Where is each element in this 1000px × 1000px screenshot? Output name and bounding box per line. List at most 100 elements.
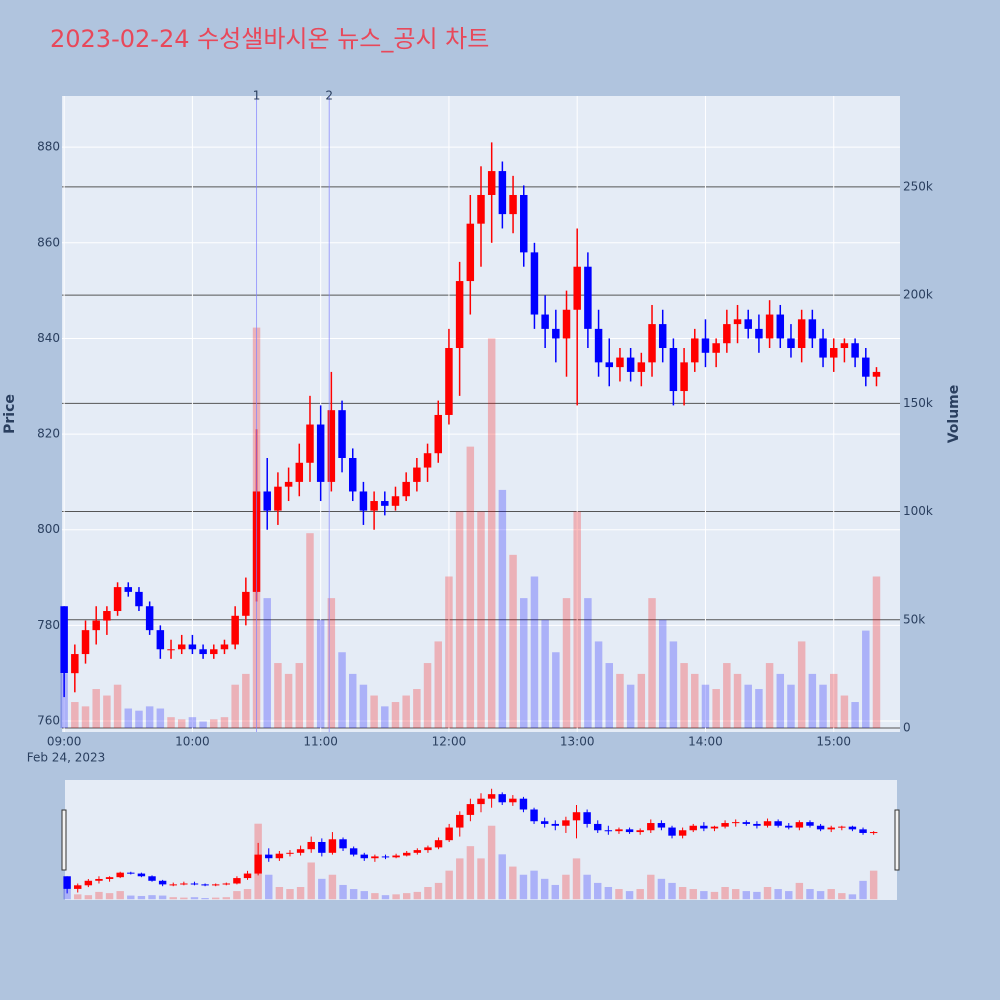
volume-bar [243,889,252,900]
candle-body [158,880,167,885]
candle-body [211,884,220,886]
candle-body [840,343,849,349]
volume-bar [74,894,82,900]
candle-body [625,829,634,833]
y2-tick-label: 50k [903,612,925,626]
candle-body [774,821,782,826]
volume-bar [487,338,496,728]
candle-body [466,804,475,815]
candle-body [423,453,432,468]
y2-axis-title: Volume [946,385,962,444]
volume-bar [765,663,774,728]
candle-body [274,486,282,511]
candle-body [487,171,496,195]
candle-body [477,194,485,224]
volume-bar [838,893,846,900]
volume-bar [636,889,644,900]
volume-bar [445,576,453,728]
y-axis-title: Price [2,394,18,434]
volume-bar [392,894,400,900]
volume-bar [795,882,804,900]
volume-bar [625,891,634,900]
volume-bar [231,684,239,728]
candle-body [594,823,602,831]
candle-body [509,798,517,803]
volume-bar [220,717,229,728]
candle-body [862,357,870,377]
volume-bar [742,891,751,900]
candle-body [169,884,177,886]
candle-body [869,832,878,834]
volume-bar [616,673,624,728]
candle-body [116,872,124,878]
candle-body [816,825,825,830]
y-tick-label: 780 [37,618,60,632]
volume-bar [105,893,114,900]
volume-bar [92,689,100,728]
volume-bar [424,886,432,900]
volume-bar [520,598,528,728]
volume-bar [113,684,122,728]
y2-tick-label: 100k [903,504,933,518]
candle-body [199,649,207,655]
volume-bar [434,882,443,900]
volume-bar [827,889,835,900]
volume-bar [477,511,485,728]
candle-body [349,848,358,855]
volume-bar [700,891,708,900]
candle-body [135,591,143,607]
volume-bar [295,663,304,728]
candle-body [295,462,304,482]
candle-body [95,878,103,881]
candle-body [286,852,294,854]
candle-body [381,856,390,858]
volume-bar [156,708,165,728]
volume-bar [540,878,549,900]
volume-bar [733,673,742,728]
candle-body [254,854,262,874]
candle-body [167,649,175,651]
y-tick-label: 840 [37,331,60,345]
volume-bar [668,882,676,900]
candle-body [477,798,485,805]
candle-body [615,829,623,832]
candle-body [413,850,422,853]
volume-bar [274,663,282,728]
candle-body [678,830,687,836]
volume-bar [584,598,592,728]
volume-bar [327,598,336,728]
chart-title: 2023-02-24 수성샐바시온 뉴스_공시 차트 [50,25,489,53]
candle-body [307,841,315,850]
volume-bar [763,886,772,900]
candle-body [127,872,135,874]
candle-body [328,839,337,853]
candle-body [137,873,146,877]
slider-handle[interactable] [61,809,67,871]
candle-body [180,883,188,885]
volume-bar [680,663,688,728]
x-tick-label: 12:00 [432,735,467,749]
candle-body [222,883,231,885]
candle-body [872,371,881,377]
candle-body [509,194,517,215]
volume-bar [370,695,378,728]
y2-tick-label: 200k [903,288,933,302]
volume-bar [787,684,795,728]
volume-bar [530,576,539,728]
y-tick-label: 880 [37,140,60,154]
volume-bar [869,870,878,900]
y2-tick-label: 150k [903,396,933,410]
candle-body [284,481,293,487]
slider-handle[interactable] [894,809,900,871]
candle-body [637,362,646,372]
candle-body [827,827,835,830]
candle-body [233,878,241,884]
candle-body [403,852,411,856]
volume-bar [359,684,368,728]
candle-body [360,854,368,859]
candle-body [829,348,838,358]
candle-body [755,328,763,339]
volume-bar [594,882,602,900]
candle-body [243,873,252,879]
volume-bar [381,706,389,728]
